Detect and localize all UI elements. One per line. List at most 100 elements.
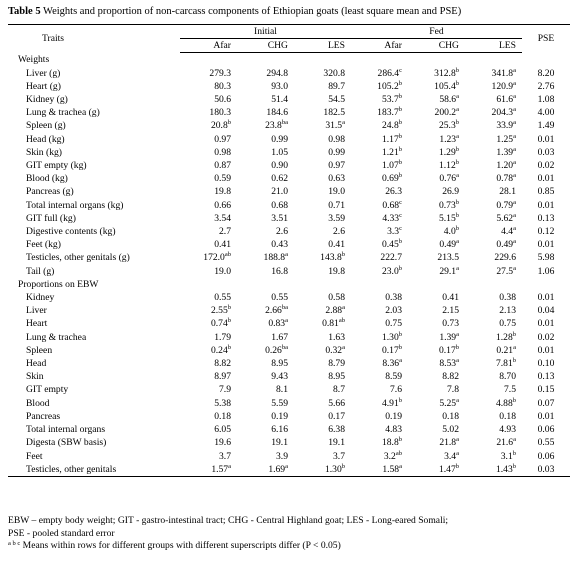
- value-cell: 5.59: [237, 397, 294, 410]
- table-row: GIT empty 7.9 8.1 8.7 7.6 7.8 7.5 0.15: [8, 383, 570, 396]
- value: 1.39: [439, 331, 457, 343]
- pse-value: 8.20: [537, 67, 555, 79]
- pse-value: 1.06: [537, 265, 555, 277]
- value: 19.0: [328, 186, 345, 198]
- value: 26.3: [385, 186, 402, 198]
- value: 18.8: [381, 437, 399, 449]
- value-cell: 3.7: [180, 450, 237, 463]
- value-cell: 1.43b: [465, 462, 522, 477]
- pse-value: 1.49: [537, 120, 555, 132]
- value-cell: 24.8b: [351, 119, 408, 132]
- value-cell: 341.8a: [465, 67, 522, 80]
- significance-superscript: b: [398, 172, 402, 180]
- value: 3.9: [276, 450, 288, 462]
- significance-superscript: a: [513, 264, 516, 272]
- trait-label: Head: [26, 358, 47, 370]
- value: 0.24: [210, 344, 228, 356]
- value-cell: 4.93: [465, 423, 522, 436]
- table-row: Heart 0.74b 0.83a 0.81ab 0.75 0.73 0.75 0.01: [8, 317, 570, 330]
- trait-label: Kidney: [26, 292, 55, 304]
- value-cell: 213.5: [408, 251, 465, 264]
- value: 3.2: [383, 450, 396, 462]
- table-row: Spleen (g) 20.8b 23.8ba 31.5a 24.8b 25.3b 33.9…: [8, 119, 570, 132]
- pse-value: 0.01: [537, 318, 555, 330]
- value: 229.6: [494, 252, 516, 264]
- pse-value: 0.02: [537, 331, 555, 343]
- value: 1.43: [495, 463, 513, 475]
- table-row: Pancreas (g) 19.8 21.0 19.0 26.3 26.9 28.1 0.85: [8, 185, 570, 198]
- value: 3.4: [444, 450, 457, 462]
- value-cell: 0.87: [180, 159, 237, 172]
- value: 0.41: [328, 239, 345, 251]
- value-cell: 312.8b: [408, 67, 465, 80]
- value: 172.0: [203, 252, 225, 264]
- value-cell: 6.38: [294, 423, 351, 436]
- value: 0.79: [496, 199, 514, 211]
- value: 4.0: [443, 226, 456, 238]
- value: 320.8: [323, 67, 345, 79]
- value: 2.15: [442, 305, 459, 317]
- value-cell: 80.3: [180, 80, 237, 93]
- value-cell: 6.05: [180, 423, 237, 436]
- value-cell: 0.38: [351, 291, 408, 304]
- value-cell: 5.66: [294, 397, 351, 410]
- significance-superscript: c: [399, 66, 402, 74]
- value-cell: 19.0: [180, 265, 237, 278]
- table-row: Liver 2.55b 2.66ba 2.88a 2.03 2.15 2.13 0.04: [8, 304, 570, 317]
- table-body: Weights Liver (g) 279.3 294.8 320.8 286.4c 312…: [8, 53, 570, 477]
- value-cell: 0.73b: [408, 199, 465, 212]
- value: 8.82: [442, 371, 459, 383]
- value-cell: 0.66: [180, 199, 237, 212]
- value: 27.5: [496, 265, 514, 277]
- value: 3.3: [387, 226, 400, 238]
- value: 0.49: [439, 239, 457, 251]
- table-row: Heart (g) 80.3 93.0 89.7 105.2b 105.4b 120.9a 2…: [8, 80, 570, 93]
- value: 8.95: [271, 358, 288, 370]
- value-cell: 0.97: [294, 159, 351, 172]
- value-cell: 0.41: [408, 291, 465, 304]
- value-cell: 1.58a: [351, 462, 408, 477]
- value: 29.1: [439, 265, 457, 277]
- value-cell: 0.55: [180, 291, 237, 304]
- value-cell: 0.99: [294, 146, 351, 159]
- footnote-superscripts: a b c Means within rows for different gr…: [8, 540, 573, 553]
- significance-superscript: b: [455, 211, 459, 219]
- significance-superscript: a: [456, 264, 459, 272]
- breed-header: Afar: [180, 38, 237, 54]
- value-cell: 7.6: [351, 383, 408, 396]
- value: 0.87: [214, 160, 231, 172]
- value-cell: 5.38: [180, 397, 237, 410]
- section-row: Proportions on EBW: [8, 278, 570, 291]
- value: 9.43: [271, 371, 288, 383]
- value-cell: 229.6: [465, 251, 522, 264]
- value: 51.4: [271, 94, 288, 106]
- value: 26.9: [442, 186, 459, 198]
- value: 19.8: [214, 186, 231, 198]
- value: 3.51: [271, 212, 288, 224]
- pse-value: 0.10: [537, 358, 555, 370]
- value-cell: 1.57a: [180, 462, 237, 477]
- table-row: Lung & trachea (g) 180.3 184.6 182.5 183.7b 2…: [8, 106, 570, 119]
- significance-superscript: a: [342, 343, 345, 351]
- value: 0.26: [265, 344, 282, 356]
- value-cell: 1.21b: [351, 146, 408, 159]
- value-cell: 6.16: [237, 423, 294, 436]
- value-cell: 8.79: [294, 357, 351, 370]
- trait-label: Testicles, other genitals: [8, 462, 180, 477]
- significance-superscript: b: [398, 93, 402, 101]
- value: 0.45: [381, 239, 399, 251]
- value: 89.7: [328, 80, 345, 92]
- value: 1.17: [381, 133, 399, 145]
- value: 0.74: [210, 318, 228, 330]
- significance-superscript: a: [456, 436, 459, 444]
- value: 0.75: [385, 318, 402, 330]
- value: 5.38: [214, 397, 231, 409]
- trait-label: Spleen (g): [26, 120, 66, 132]
- value-cell: 0.45b: [351, 238, 408, 251]
- value: 1.29: [438, 146, 456, 158]
- value-cell: 20.8b: [180, 119, 237, 132]
- value: 7.6: [390, 384, 402, 396]
- value: 105.4: [434, 80, 456, 92]
- value-cell: 2.15: [408, 304, 465, 317]
- value: 4.4: [501, 226, 514, 238]
